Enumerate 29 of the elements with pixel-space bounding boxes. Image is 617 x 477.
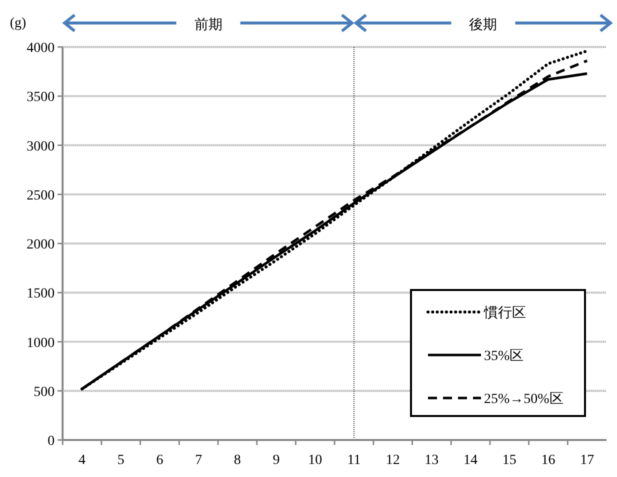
legend-label: 35%区 (484, 349, 524, 364)
y-tick-label: 3000 (26, 139, 55, 154)
x-tick-label: 6 (156, 453, 164, 468)
x-tick-label: 17 (580, 453, 594, 468)
y-tick-label: 2500 (26, 188, 55, 204)
x-tick-label: 9 (272, 453, 280, 468)
x-tick-label: 8 (234, 453, 241, 468)
y-tick-label: 0 (48, 434, 55, 449)
x-tick-label: 10 (308, 453, 322, 468)
x-tick-label: 4 (78, 453, 86, 468)
y-tick-label: 500 (34, 384, 55, 400)
x-tick-label: 12 (386, 453, 400, 468)
x-tick-label: 13 (424, 453, 439, 468)
y-tick-label: 4000 (26, 41, 55, 56)
x-tick-label: 7 (195, 453, 202, 468)
y-tick-label: 1000 (26, 336, 55, 351)
y-tick-label: 2000 (26, 238, 55, 252)
x-tick-label: 16 (541, 453, 556, 468)
legend-label: 慣行区 (483, 305, 526, 321)
x-tick-label: 14 (464, 453, 478, 468)
y-tick-label: 3500 (26, 90, 55, 106)
y-tick-label: 1500 (26, 286, 55, 302)
x-tick-label: 11 (347, 453, 361, 468)
text: 後期 (469, 17, 498, 33)
x-tick-label: 5 (117, 453, 124, 468)
x-tick-label: 15 (502, 453, 516, 468)
text: 前期 (194, 17, 222, 33)
legend-label: 25%→50%区 (484, 392, 564, 407)
y-axis-title: (g) (10, 16, 26, 31)
